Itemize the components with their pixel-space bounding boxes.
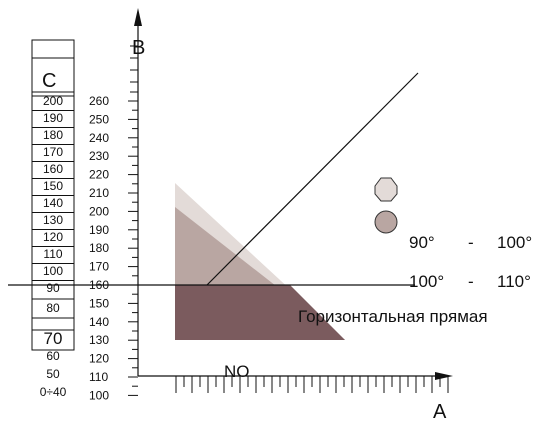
legend-light-marker: [374, 177, 398, 202]
y-axis-label: B: [132, 37, 145, 59]
c-scale-top-box: [31, 39, 75, 59]
dark-region: [175, 285, 345, 340]
c-scale-value: 180: [43, 128, 63, 142]
c-scale-value: 140: [43, 196, 63, 210]
legend-dark-to: 110°: [497, 272, 531, 291]
c-scale-label-box: [31, 57, 75, 93]
legend-dark-marker: [374, 210, 398, 234]
y-tick-label: 120: [89, 352, 109, 366]
legend-light-from: 90°: [409, 233, 435, 252]
y-axis-tick-labels: 260 250 240 230 220 210 200 190 180 170 160 150 140 1…: [89, 94, 109, 402]
c-scale-value: 80: [46, 301, 60, 315]
y-tick-label: 150: [89, 296, 109, 310]
y-tick-label: 230: [89, 149, 109, 163]
y-tick-label: 190: [89, 223, 109, 237]
legend-dark-dash: -: [468, 272, 474, 291]
c-scale-value: 50: [46, 367, 60, 381]
c-scale-value: 90: [46, 281, 60, 295]
c-scale-lines: [31, 95, 75, 351]
x-axis-arrow: [435, 372, 453, 380]
c-scale-value: 130: [43, 213, 63, 227]
y-tick-label: 130: [89, 333, 109, 347]
legend-light-to: 100°: [497, 233, 532, 252]
horizontal-line-label: Горизонтальная прямая: [298, 307, 488, 326]
y-axis-arrow: [134, 8, 142, 26]
c-scale-labels: 200 190 180 170 160 150 140 130 120 110 100 90 80 706…: [40, 94, 67, 399]
y-tick-label: 170: [89, 260, 109, 274]
y-tick-label: 110: [89, 370, 108, 384]
y-tick-label: 260: [89, 94, 109, 108]
c-scale-value: 160: [43, 162, 63, 176]
c-scale-value: 100: [43, 264, 63, 278]
c-scale-value: 170: [43, 145, 63, 159]
y-axis-ticks: [128, 45, 138, 396]
y-tick-label: 240: [89, 131, 109, 145]
x-axis-label: A: [433, 401, 447, 423]
x-axis-ticks: [175, 376, 449, 393]
c-scale-value: 60: [46, 349, 60, 363]
c-scale-value: 200: [43, 94, 63, 108]
c-scale-value: 70: [44, 329, 63, 348]
x-axis-marker: NO: [224, 362, 250, 381]
c-scale-label: C: [42, 70, 56, 92]
c-scale-70-box: [31, 329, 75, 351]
diagonal-line: [206, 72, 419, 286]
c-scale-value: 190: [43, 111, 63, 125]
c-scale-value: 0÷40: [40, 385, 67, 399]
legend-dark-from: 100°: [409, 272, 444, 291]
c-scale-value: 110: [43, 247, 62, 261]
y-tick-label: 160: [89, 278, 109, 292]
y-tick-label: 220: [89, 168, 109, 182]
legend-light-dash: -: [468, 233, 474, 252]
y-tick-label: 200: [89, 204, 109, 218]
y-tick-label: 140: [89, 315, 109, 329]
y-tick-label: 210: [89, 186, 109, 200]
c-scale: C 200 190 180 170 160 150 140 130 120 110 100 90 80 7…: [31, 39, 75, 399]
c-scale-value: 150: [43, 179, 63, 193]
y-tick-label: 250: [89, 112, 109, 126]
c-scale-value: 120: [43, 230, 63, 244]
y-tick-label: 100: [89, 388, 109, 402]
y-tick-label: 180: [89, 241, 109, 255]
